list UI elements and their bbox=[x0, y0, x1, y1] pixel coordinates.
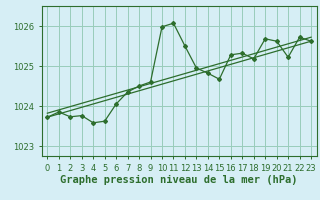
X-axis label: Graphe pression niveau de la mer (hPa): Graphe pression niveau de la mer (hPa) bbox=[60, 175, 298, 185]
